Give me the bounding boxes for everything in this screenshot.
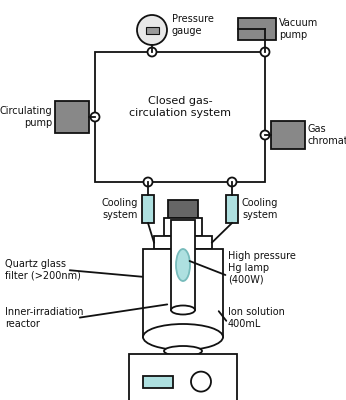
Bar [226,195,238,223]
Bar [164,218,202,236]
Text: Inner-irradiation
reactor: Inner-irradiation reactor [5,307,83,329]
Ellipse shape [164,346,202,356]
Bar [171,220,195,310]
Text: Cooling
system: Cooling system [102,198,138,220]
Ellipse shape [171,306,195,314]
Circle shape [228,178,237,186]
Text: Gas
chromatograph: Gas chromatograph [308,124,346,146]
Bar [238,18,276,40]
Bar [146,26,158,34]
Circle shape [261,48,270,56]
Bar [55,101,89,133]
Text: Ion solution
400mL: Ion solution 400mL [228,307,285,329]
Bar [142,195,154,223]
Bar [271,121,305,149]
Text: High pressure
Hg lamp
(400W): High pressure Hg lamp (400W) [228,252,296,285]
Circle shape [144,178,153,186]
Bar [154,236,212,249]
Text: Pressure
gauge: Pressure gauge [172,14,214,36]
Text: Cooling
system: Cooling system [242,198,279,220]
Bar [129,354,237,400]
Bar [143,376,173,388]
Circle shape [91,112,100,122]
Circle shape [261,130,270,140]
Ellipse shape [143,324,223,350]
Text: Closed gas-
circulation system: Closed gas- circulation system [129,96,231,118]
Text: Quartz glass
filter (>200nm): Quartz glass filter (>200nm) [5,259,81,281]
Bar [95,52,265,182]
Circle shape [147,48,156,56]
Circle shape [137,15,167,45]
Bar [168,200,198,218]
Text: Circulating
pump: Circulating pump [0,106,52,128]
Text: Vacuum
pump: Vacuum pump [279,18,318,40]
Ellipse shape [176,249,190,281]
Bar [143,249,223,337]
